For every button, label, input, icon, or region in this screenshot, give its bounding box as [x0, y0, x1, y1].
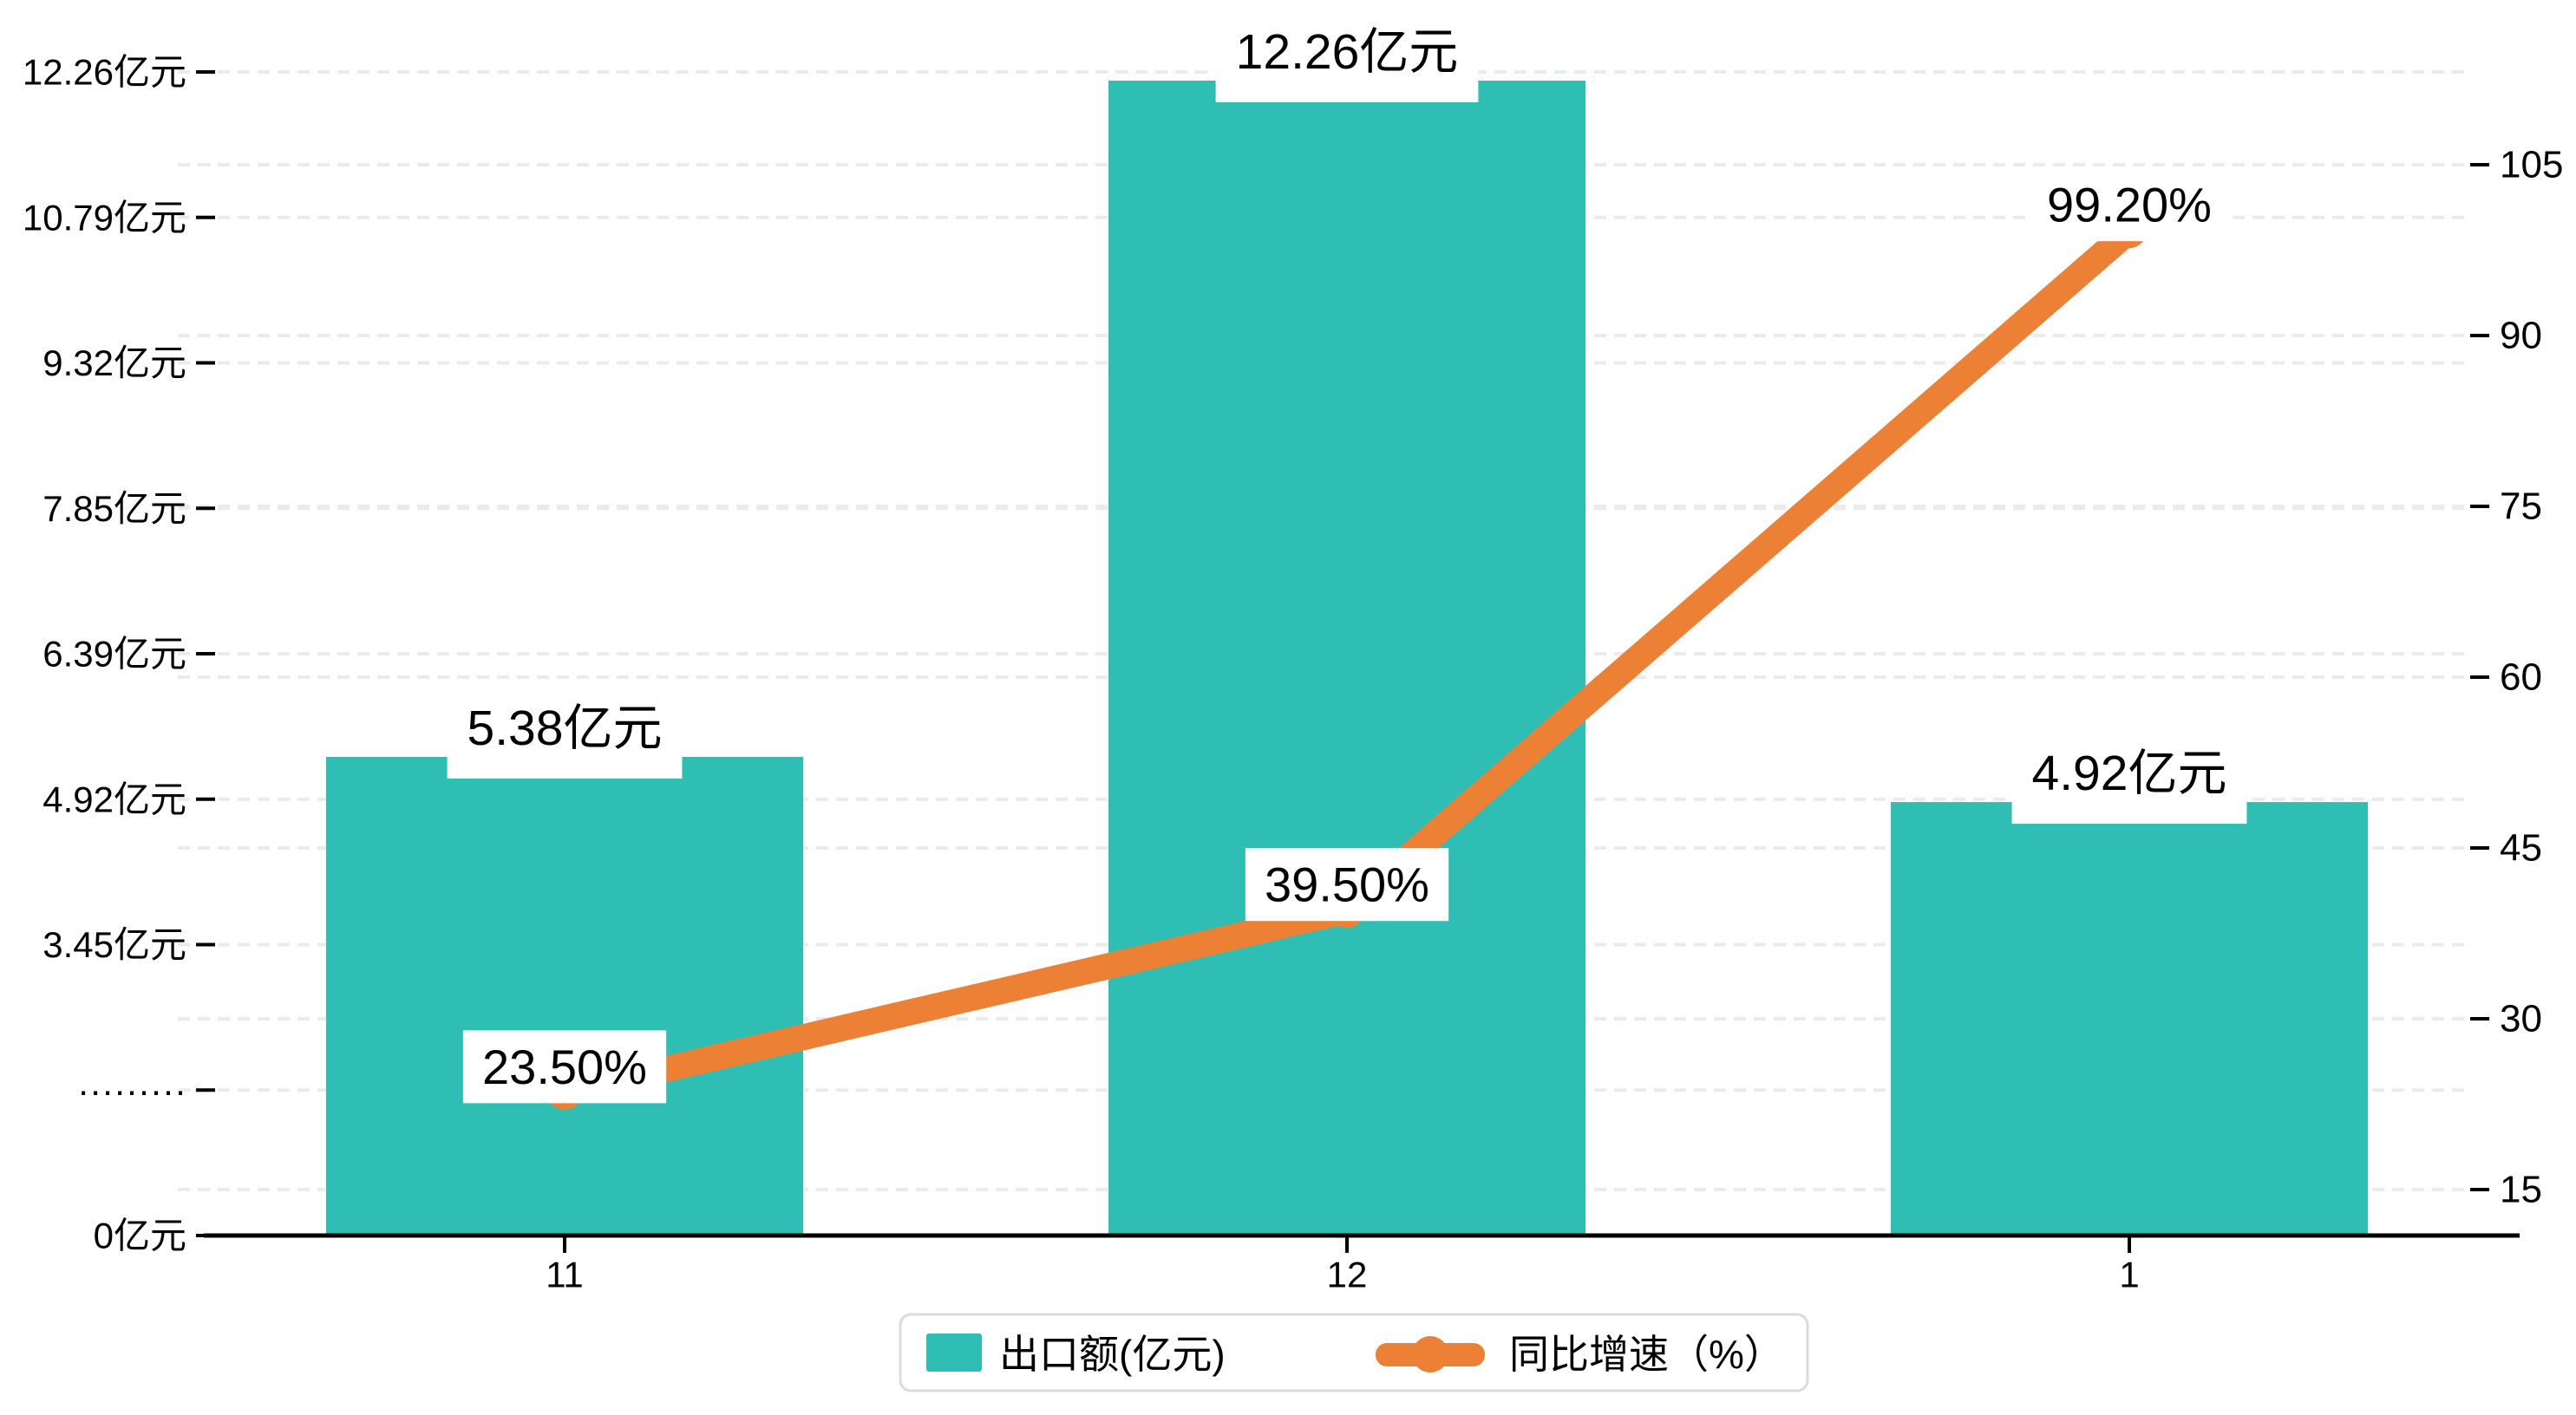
bar-12[interactable] [1108, 81, 1585, 1236]
line-label-box [1245, 848, 1449, 922]
right-axis-tick-label: 90 [2500, 315, 2542, 357]
right-axis-tick-label: 45 [2500, 827, 2542, 870]
left-axis-tick-label: 4.92亿元 [42, 779, 186, 819]
legend-box [899, 1313, 1809, 1392]
left-axis-tick-label: 9.32亿元 [42, 342, 186, 383]
bar-value-labels: 5.38亿元 12.26亿元 4.92亿元 [447, 11, 2247, 825]
left-axis-tick-label: ········· [77, 1070, 186, 1111]
x-axis-category-label: 11 [546, 1255, 584, 1295]
bar-value-label: 5.38亿元 [467, 701, 663, 756]
bar-11[interactable] [326, 756, 803, 1236]
legend-item-bar[interactable]: 出口额(亿元) [926, 1332, 1226, 1377]
bar-value-label: 4.92亿元 [2032, 746, 2227, 801]
line-value-labels: 23.50% 39.50% 99.20% [462, 168, 2232, 1104]
right-axis-tick-label: 105 [2500, 144, 2563, 186]
bar-1[interactable] [1891, 802, 2368, 1236]
left-axis-tick-label: 10.79亿元 [23, 197, 186, 238]
bar-label-box [1215, 11, 1479, 102]
line-series-dot-icon [1412, 1336, 1448, 1373]
legend-label-line: 同比增速（%） [1509, 1332, 1784, 1377]
legend-item-line[interactable]: 同比增速（%） [1376, 1332, 1784, 1377]
line-label-box [2027, 168, 2232, 242]
right-axis-tick-label: 30 [2500, 998, 2542, 1040]
bar-label-box [2011, 733, 2247, 825]
left-axis-tick-label: 0亿元 [94, 1216, 186, 1256]
line-label-box [462, 1030, 667, 1104]
line-value-label: 99.20% [2047, 178, 2212, 232]
bar-series [326, 81, 2368, 1236]
left-axis-tick-label: 12.26亿元 [23, 52, 186, 93]
legend: 出口额(亿元) 同比增速（%） [899, 1313, 1809, 1392]
axes: 12.26亿元 10.79亿元 9.32亿元 7.85亿元 6.39亿元 4.92亿元 3.… [23, 52, 2564, 1295]
x-axis-category-label: 12 [1327, 1255, 1368, 1295]
line-value-label: 39.50% [1265, 857, 1429, 912]
x-axis-category-label: 1 [2119, 1255, 2139, 1295]
bar-series-swatch-icon [926, 1333, 982, 1372]
right-axis-tick-label: 15 [2500, 1169, 2542, 1211]
left-axis-tick-label: 6.39亿元 [42, 634, 186, 675]
right-axis-tick-label: 75 [2500, 486, 2542, 528]
bar-value-label: 12.26亿元 [1236, 24, 1459, 80]
right-axis-tick-label: 60 [2500, 656, 2542, 699]
left-axis-tick-label: 7.85亿元 [42, 488, 186, 529]
legend-label-bar: 出口额(亿元) [999, 1332, 1226, 1377]
bar-label-box [447, 687, 683, 779]
line-value-label: 23.50% [482, 1040, 647, 1094]
left-axis-tick-label: 3.45亿元 [42, 924, 186, 965]
